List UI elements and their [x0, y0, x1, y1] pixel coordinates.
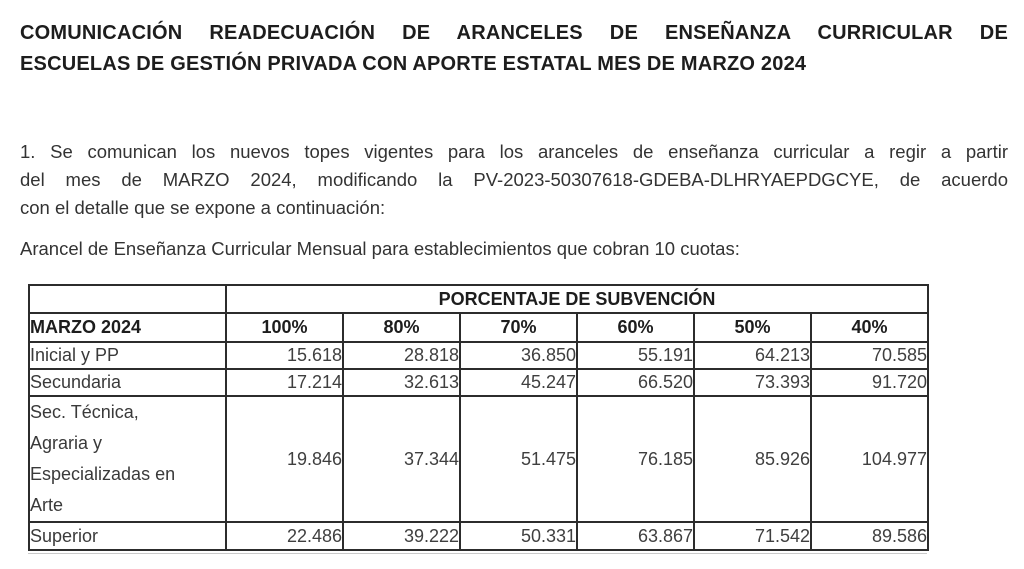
table-cell: 39.222	[342, 521, 461, 551]
table-row-tecnica: Sec. Técnica, Agraria y Especializadas e…	[28, 395, 929, 523]
row-label-tecnica-text: Sec. Técnica, Agraria y Especializadas e…	[30, 402, 176, 515]
table-cell: 66.520	[576, 368, 695, 397]
table-cell: 50.331	[459, 521, 578, 551]
table-cell: 32.613	[342, 368, 461, 397]
table-cell: 104.977	[810, 395, 929, 523]
table-cell: 85.926	[693, 395, 812, 523]
subvention-percentage-header: PORCENTAJE DE SUBVENCIÓN	[225, 284, 929, 314]
table-cell: 70.585	[810, 341, 929, 370]
table-cell: 37.344	[342, 395, 461, 523]
table-cell: 71.542	[693, 521, 812, 551]
tuition-fees-table: PORCENTAJE DE SUBVENCIÓN MARZO 2024 100%…	[28, 284, 929, 551]
table-cell: 89.586	[810, 521, 929, 551]
intro-paragraph-line-3: con el detalle que se expone a continuac…	[20, 197, 386, 218]
table-row-inicial: Inicial y PP 15.618 28.818 36.850 55.191…	[28, 341, 929, 370]
row-label-superior: Superior	[28, 521, 227, 551]
table-cell: 28.818	[342, 341, 461, 370]
table-row-superior: Superior 22.486 39.222 50.331 63.867 71.…	[28, 521, 929, 551]
table-cell: 63.867	[576, 521, 695, 551]
table-cell: 22.486	[225, 521, 344, 551]
column-header-50: 50%	[693, 312, 812, 343]
column-header-70: 70%	[459, 312, 578, 343]
table-intro-text: Arancel de Enseñanza Curricular Mensual …	[20, 238, 740, 259]
document-title-line-1: COMUNICACIÓN READECUACIÓN DE ARANCELES D…	[20, 22, 1008, 44]
table-row-secundaria: Secundaria 17.214 32.613 45.247 66.520 7…	[28, 368, 929, 397]
intro-paragraph: 1. Se comunican los nuevos topes vigente…	[20, 138, 1008, 222]
scan-artifact-line	[28, 553, 927, 554]
document-title: COMUNICACIÓN READECUACIÓN DE ARANCELES D…	[20, 18, 1008, 80]
table-cell: 15.618	[225, 341, 344, 370]
column-header-40: 40%	[810, 312, 929, 343]
table-cell: 73.393	[693, 368, 812, 397]
document-title-line-2: ESCUELAS DE GESTIÓN PRIVADA CON APORTE E…	[20, 53, 807, 75]
table-cell: 36.850	[459, 341, 578, 370]
table-cell: 91.720	[810, 368, 929, 397]
table-corner-empty-cell	[28, 284, 227, 314]
row-label-tecnica: Sec. Técnica, Agraria y Especializadas e…	[28, 395, 227, 523]
table-cell: 19.846	[225, 395, 344, 523]
row-label-inicial: Inicial y PP	[28, 341, 227, 370]
table-column-header-row: MARZO 2024 100% 80% 70% 60% 50% 40%	[28, 312, 929, 343]
intro-paragraph-line-2: del mes de MARZO 2024, modificando la PV…	[20, 169, 1008, 190]
table-cell: 55.191	[576, 341, 695, 370]
table-cell: 17.214	[225, 368, 344, 397]
month-header-cell: MARZO 2024	[28, 312, 227, 343]
column-header-100: 100%	[225, 312, 344, 343]
table-group-header-row: PORCENTAJE DE SUBVENCIÓN	[28, 284, 929, 314]
table-cell: 51.475	[459, 395, 578, 523]
table-cell: 45.247	[459, 368, 578, 397]
column-header-60: 60%	[576, 312, 695, 343]
column-header-80: 80%	[342, 312, 461, 343]
intro-paragraph-line-1: 1. Se comunican los nuevos topes vigente…	[20, 141, 1008, 162]
table-cell: 76.185	[576, 395, 695, 523]
table-cell: 64.213	[693, 341, 812, 370]
row-label-secundaria: Secundaria	[28, 368, 227, 397]
